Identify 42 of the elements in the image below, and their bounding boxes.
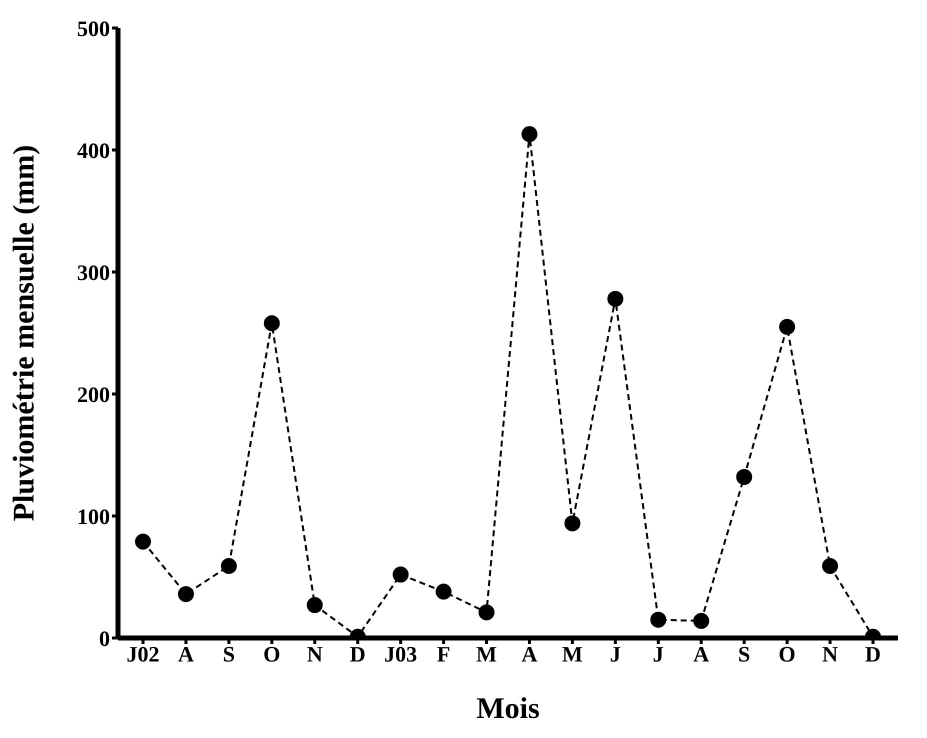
y-tick-label: 500	[77, 16, 110, 41]
x-tick-label: S	[738, 642, 750, 667]
x-axis-title: Mois	[476, 692, 540, 725]
x-tick-label: J03	[384, 642, 418, 667]
point	[736, 468, 752, 485]
point	[220, 558, 237, 574]
y-tick-label: 300	[77, 260, 110, 285]
point	[478, 604, 495, 620]
x-tick-label: O	[263, 642, 280, 667]
x-tick-label: A	[522, 642, 538, 667]
x-tick-label: M	[562, 642, 584, 667]
x-tick-label: F	[436, 642, 450, 667]
point	[607, 290, 624, 307]
point	[693, 612, 710, 629]
point	[822, 558, 838, 574]
point	[178, 586, 194, 602]
y-tick-label: 400	[77, 138, 110, 163]
y-tick-label: 0	[99, 626, 110, 651]
x-tick-label: A	[178, 642, 194, 667]
point	[564, 515, 580, 532]
y-axis-title: Pluviométrie mensuelle (mm)	[8, 144, 41, 522]
point	[306, 597, 323, 614]
point	[264, 315, 280, 332]
point	[392, 566, 409, 583]
point	[135, 534, 151, 550]
x-tick-label: J02	[126, 642, 160, 667]
y-tick-label: 200	[77, 382, 110, 407]
x-tick-label: A	[693, 642, 710, 667]
y-tick-label: 100	[77, 504, 110, 529]
x-tick-label: S	[222, 642, 236, 667]
point	[650, 612, 666, 628]
x-tick-label: N	[306, 642, 323, 667]
x-tick-label: J	[652, 642, 664, 667]
x-tick-label: D	[865, 642, 881, 667]
x-tick-label: M	[476, 642, 498, 667]
x-tick-label: D	[350, 642, 366, 667]
x-tick-label: J	[610, 642, 621, 667]
x-tick-label: O	[778, 642, 796, 667]
point	[436, 584, 452, 600]
x-tick-label: N	[822, 642, 838, 667]
point	[779, 318, 796, 335]
point	[521, 126, 538, 142]
